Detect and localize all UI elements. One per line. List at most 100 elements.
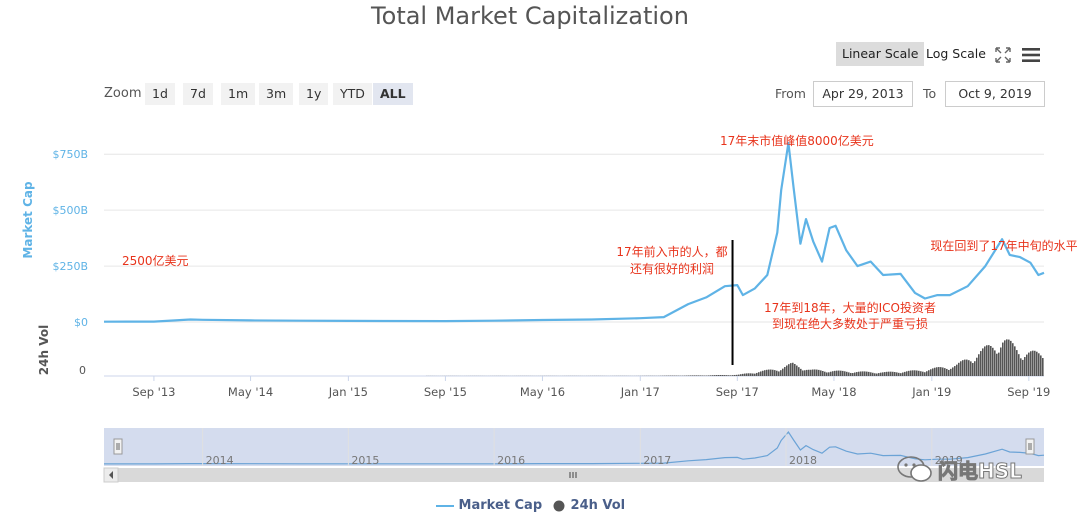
volume-bar xyxy=(790,363,792,376)
volume-bar xyxy=(1030,351,1032,376)
volume-bar xyxy=(716,375,718,376)
annotation-ico-1: 17年到18年，大量的ICO投资者 xyxy=(764,300,936,315)
volume-bar xyxy=(728,375,730,376)
volume-bar xyxy=(722,375,724,376)
volume-bar xyxy=(832,371,834,376)
x-tick-label: Jan '19 xyxy=(911,385,951,399)
linear-scale-button[interactable]: Linear Scale xyxy=(836,42,925,66)
volume-bar xyxy=(924,372,926,376)
zoom-all-button[interactable]: ALL xyxy=(373,83,413,105)
volume-bar xyxy=(768,369,770,376)
volume-bar xyxy=(860,371,862,376)
volume-bar xyxy=(1036,351,1038,376)
volume-bar xyxy=(846,371,848,376)
volume-bar xyxy=(812,369,814,376)
volume-bar xyxy=(908,370,910,376)
volume-bar xyxy=(1004,340,1006,376)
volume-bar xyxy=(882,372,884,376)
volume-bar xyxy=(740,374,742,376)
volume-bar xyxy=(756,372,758,376)
volume-bar xyxy=(886,371,888,376)
volume-bar xyxy=(888,371,890,376)
volume-bar xyxy=(814,369,816,376)
volume-bar xyxy=(940,367,942,376)
fullscreen-icon[interactable] xyxy=(993,45,1013,65)
volume-bar xyxy=(784,367,786,376)
legend-market-cap[interactable]: Market Cap xyxy=(436,498,542,513)
legend-volume[interactable]: 24h Vol xyxy=(552,498,625,513)
volume-bar xyxy=(842,370,844,376)
volume-bar xyxy=(938,367,940,376)
volume-bar xyxy=(772,369,774,376)
zoom-1m-button[interactable]: 1m xyxy=(221,83,256,105)
volume-bar xyxy=(934,367,936,376)
volume-bar xyxy=(922,371,924,376)
volume-bar xyxy=(824,371,826,376)
from-date-input[interactable]: Apr 29, 2013 xyxy=(813,81,913,107)
volume-bar xyxy=(974,361,976,376)
x-tick-label: May '16 xyxy=(520,385,565,399)
volume-bar xyxy=(948,369,950,376)
zoom-1d-button[interactable]: 1d xyxy=(145,83,175,105)
volume-bar xyxy=(854,372,856,376)
volume-bar xyxy=(996,353,998,376)
volume-bar xyxy=(992,347,994,376)
zoom-1y-button[interactable]: 1y xyxy=(299,83,329,105)
volume-bar xyxy=(718,375,720,376)
legend-dot-icon xyxy=(553,500,565,511)
zoom-3m-button[interactable]: 3m xyxy=(259,83,294,105)
volume-bar xyxy=(776,370,778,376)
log-scale-button[interactable]: Log Scale xyxy=(926,46,986,61)
volume-bar xyxy=(1018,354,1020,376)
volume-bar xyxy=(754,373,756,376)
annotation-mid17: 现在回到了17年中旬的水平 xyxy=(930,238,1077,253)
navigator-tick-label: 2014 xyxy=(206,454,234,467)
watermark: 闪电HSL xyxy=(896,452,1046,486)
volume-bar xyxy=(964,359,966,376)
x-tick-label: Sep '13 xyxy=(132,385,175,399)
volume-bar xyxy=(844,371,846,376)
zoom-ytd-button[interactable]: YTD xyxy=(333,83,372,105)
navigator-handle-right[interactable] xyxy=(1025,438,1035,455)
scrollbar[interactable] xyxy=(104,468,1044,482)
volume-bar xyxy=(696,375,698,376)
volume-bar xyxy=(966,359,968,376)
volume-bar xyxy=(830,371,832,376)
volume-bar xyxy=(778,371,780,376)
volume-bar xyxy=(962,360,964,376)
volume-bar xyxy=(726,375,728,376)
volume-bar xyxy=(766,369,768,376)
volume-bar xyxy=(742,373,744,376)
volume-bar xyxy=(702,375,704,376)
volume-bar xyxy=(898,372,900,376)
volume-bar xyxy=(906,371,908,376)
volume-bar xyxy=(936,367,938,376)
menu-icon[interactable] xyxy=(1020,45,1042,65)
volume-bar xyxy=(1006,339,1008,376)
volume-bar xyxy=(1010,340,1012,376)
volume-bar xyxy=(1024,357,1026,376)
volume-bar xyxy=(762,370,764,376)
to-date-input[interactable]: Oct 9, 2019 xyxy=(945,81,1045,107)
volume-bar xyxy=(956,364,958,376)
volume-bar xyxy=(752,373,754,376)
volume-bar xyxy=(894,372,896,376)
volume-bar xyxy=(714,375,716,376)
volume-bar xyxy=(788,364,790,376)
x-tick-label: May '14 xyxy=(228,385,273,399)
volume-bar xyxy=(884,372,886,376)
volume-bar xyxy=(800,368,802,376)
navigator-handle-left[interactable] xyxy=(113,438,123,455)
volume-bar xyxy=(986,345,988,376)
navigator-line xyxy=(104,431,1045,465)
volume-bar xyxy=(960,361,962,376)
zoom-7d-button[interactable]: 7d xyxy=(183,83,213,105)
volume-bar xyxy=(972,363,974,376)
volume-bar xyxy=(1008,339,1010,376)
volume-bar xyxy=(896,372,898,376)
y2-tick-label: 0 xyxy=(79,364,86,377)
volume-bar xyxy=(838,370,840,376)
volume-bar xyxy=(822,370,824,376)
volume-bar xyxy=(816,369,818,376)
volume-bar xyxy=(946,368,948,376)
